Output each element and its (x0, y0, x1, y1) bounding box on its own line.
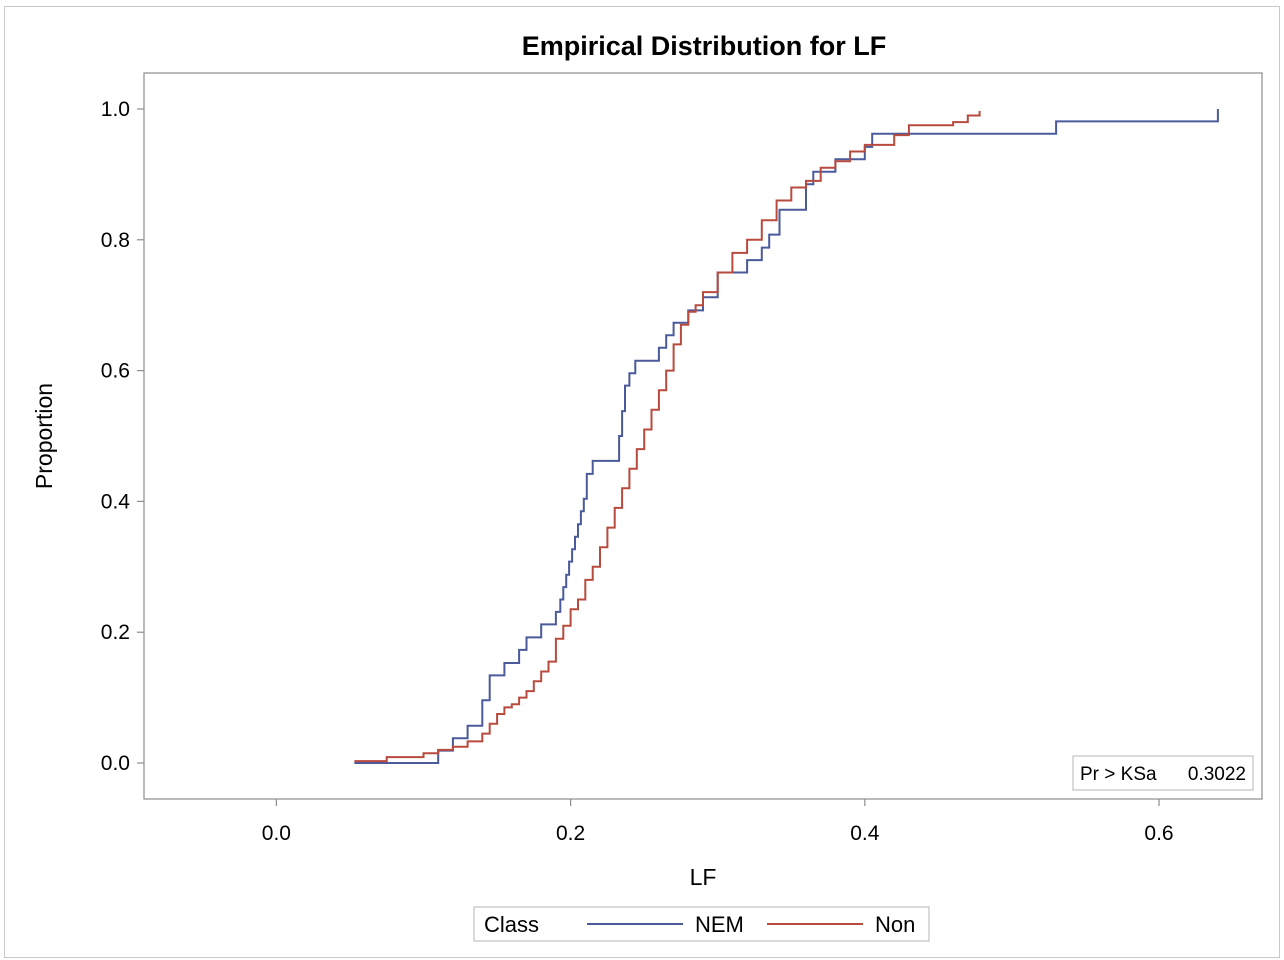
series-group (354, 109, 1219, 764)
y-tick-label: 0.6 (101, 360, 130, 383)
legend: Class NEM Non (473, 906, 930, 942)
chart-title: Empirical Distribution for LF (522, 31, 887, 61)
legend-label-non: Non (875, 912, 915, 937)
y-tick-label: 1.0 (101, 98, 130, 121)
series-line-non (354, 110, 981, 763)
x-tick-label: 0.6 (1144, 822, 1173, 845)
x-axis: 0.0 0.2 0.4 0.6 (262, 799, 1174, 845)
series-line-nem (354, 109, 1219, 764)
y-tick-label: 0.0 (101, 752, 130, 775)
plot-area (143, 72, 1263, 800)
x-tick-label: 0.0 (262, 822, 291, 845)
y-axis-label: Proportion (31, 383, 57, 489)
y-tick-label: 0.4 (101, 490, 131, 513)
x-tick-label: 0.4 (850, 822, 880, 845)
y-axis: 0.0 0.2 0.4 0.6 0.8 1.0 (101, 98, 144, 775)
inset-value: 0.3022 (1188, 764, 1246, 785)
y-tick-label: 0.2 (101, 621, 130, 644)
legend-label-nem: NEM (695, 912, 744, 937)
inset-label: Pr > KSa (1080, 764, 1157, 785)
inset-box (1072, 755, 1254, 791)
y-tick-label: 0.8 (101, 229, 130, 252)
x-axis-label: LF (690, 864, 717, 890)
ks-test-inset: Pr > KSa 0.3022 (1072, 755, 1254, 791)
x-tick-label: 0.2 (556, 822, 585, 845)
legend-title: Class (484, 912, 539, 937)
